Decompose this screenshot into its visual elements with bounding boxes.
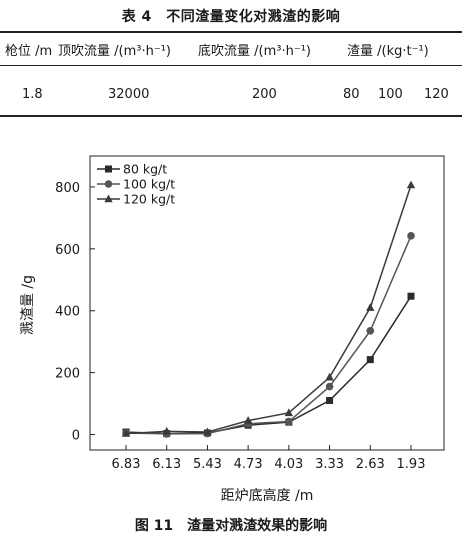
cell-bottom-flow: 200 bbox=[252, 87, 277, 102]
series-line-square bbox=[125, 295, 412, 435]
data-point-square bbox=[366, 356, 374, 364]
legend-label: 120 kg/t bbox=[123, 192, 175, 207]
x-tick-label: 4.73 bbox=[234, 457, 263, 472]
x-axis-label: 距炉底高度 /m bbox=[221, 487, 314, 504]
header-slag: 渣量 /(kg·t⁻¹) bbox=[347, 44, 429, 59]
y-tick-label: 800 bbox=[55, 181, 80, 196]
x-tick-label: 3.33 bbox=[315, 457, 344, 472]
data-point-triangle bbox=[121, 429, 131, 437]
cell-slag-100: 100 bbox=[378, 87, 403, 102]
data-point-triangle bbox=[325, 372, 334, 381]
y-axis-label: 溅渣量 /g bbox=[20, 275, 36, 335]
y-tick-label: 200 bbox=[55, 367, 80, 382]
x-tick-label: 5.43 bbox=[193, 457, 222, 472]
data-point-triangle bbox=[243, 416, 253, 424]
legend-marker-circle bbox=[104, 180, 113, 188]
header-bottom-flow: 底吹流量 /(m³·h⁻¹) bbox=[198, 44, 311, 59]
data-point-circle bbox=[285, 417, 293, 426]
x-tick-label: 1.93 bbox=[397, 457, 426, 472]
x-tick-label: 6.83 bbox=[112, 457, 141, 472]
table-header-rule bbox=[0, 65, 462, 66]
plot-frame bbox=[89, 155, 445, 451]
cell-slag-120: 120 bbox=[424, 87, 449, 102]
cell-lance: 1.8 bbox=[22, 87, 43, 102]
data-point-triangle bbox=[406, 180, 416, 189]
cell-top-flow: 32000 bbox=[108, 87, 150, 102]
header-lance: 枪位 /m bbox=[5, 44, 53, 59]
data-point-circle bbox=[325, 382, 334, 391]
legend-label: 100 kg/t bbox=[123, 177, 175, 192]
data-point-triangle bbox=[284, 408, 294, 417]
header-top-flow: 顶吹流量 /(m³·h⁻¹) bbox=[58, 44, 171, 59]
y-tick-label: 400 bbox=[55, 305, 80, 320]
x-tick-label: 4.03 bbox=[274, 457, 303, 472]
x-tick-label: 6.13 bbox=[152, 457, 181, 472]
legend-marker-square bbox=[105, 165, 112, 173]
x-tick-label: 2.63 bbox=[356, 457, 385, 472]
y-tick-label: 0 bbox=[72, 429, 80, 444]
table-bottom-rule bbox=[0, 115, 462, 117]
table-title: 表 4 不同渣量变化对溅渣的影响 bbox=[121, 9, 341, 25]
data-point-triangle bbox=[366, 303, 375, 311]
data-point-square bbox=[326, 396, 334, 404]
legend-label: 80 kg/t bbox=[123, 162, 167, 177]
data-point-triangle bbox=[162, 426, 171, 435]
series-line-triangle bbox=[125, 184, 412, 435]
slag-amount-line-chart: 0 200 400 600 800 6.83 6.13 5.43 4.73 4.03 3.33 2.6… bbox=[20, 155, 445, 504]
data-point-circle bbox=[366, 327, 375, 335]
legend-marker-triangle bbox=[104, 194, 113, 203]
figure-caption: 图 11 渣量对溅渣效果的影响 bbox=[134, 518, 328, 534]
data-point-triangle bbox=[203, 427, 212, 436]
data-point-square bbox=[407, 292, 415, 300]
cell-slag-80: 80 bbox=[343, 87, 360, 102]
series-line-circle bbox=[125, 235, 412, 435]
y-tick-label: 600 bbox=[55, 243, 80, 258]
table-top-rule bbox=[0, 31, 462, 33]
data-point-circle bbox=[407, 232, 415, 240]
